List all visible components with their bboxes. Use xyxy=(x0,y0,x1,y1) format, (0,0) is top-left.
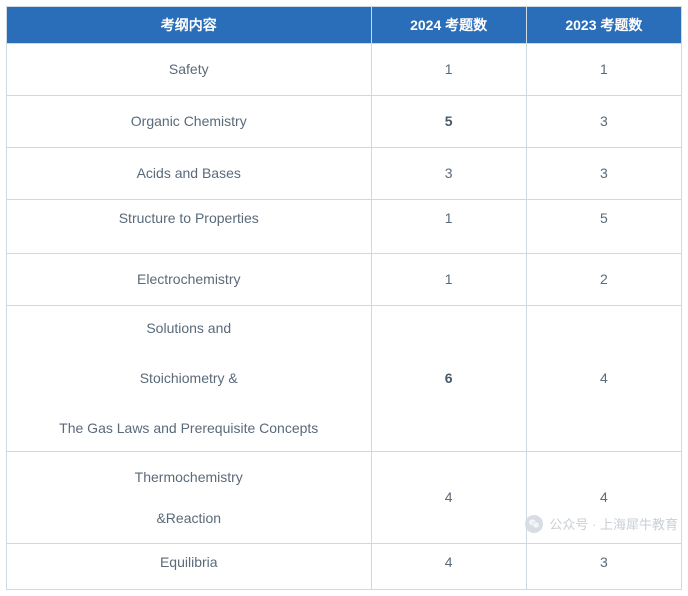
cell-2024: 5 xyxy=(371,96,526,148)
cell-2024: 3 xyxy=(371,148,526,200)
cell-topic: Structure to Properties xyxy=(7,200,372,254)
col-header-topic: 考纲内容 xyxy=(7,7,372,44)
cell-2023: 1 xyxy=(526,44,681,96)
cell-topic: Electrochemistry xyxy=(7,254,372,306)
cell-2024: 4 xyxy=(371,452,526,544)
table-row: Safety11 xyxy=(7,44,682,96)
table-container: 考纲内容 2024 考题数 2023 考题数 Safety11Organic C… xyxy=(0,0,688,596)
cell-2024: 1 xyxy=(371,254,526,306)
topic-line: &Reaction xyxy=(11,508,367,529)
topic-line: Thermochemistry xyxy=(11,467,367,488)
table-row: Acids and Bases33 xyxy=(7,148,682,200)
cell-2024: 6 xyxy=(371,306,526,452)
cell-2023: 5 xyxy=(526,200,681,254)
topic-line: Stoichiometry & xyxy=(11,368,367,389)
cell-2023: 4 xyxy=(526,306,681,452)
cell-topic: Organic Chemistry xyxy=(7,96,372,148)
topic-line: The Gas Laws and Prerequisite Concepts xyxy=(11,418,367,439)
cell-2023: 3 xyxy=(526,96,681,148)
table-row: Organic Chemistry53 xyxy=(7,96,682,148)
col-header-2023: 2023 考题数 xyxy=(526,7,681,44)
table-header: 考纲内容 2024 考题数 2023 考题数 xyxy=(7,7,682,44)
table-row: Solutions and Stoichiometry & The Gas Laws… xyxy=(7,306,682,452)
cell-2023: 3 xyxy=(526,544,681,590)
cell-2024: 4 xyxy=(371,544,526,590)
cell-topic: Acids and Bases xyxy=(7,148,372,200)
cell-2024: 1 xyxy=(371,200,526,254)
col-header-2024: 2024 考题数 xyxy=(371,7,526,44)
cell-topic: Thermochemistry&Reaction xyxy=(7,452,372,544)
cell-2024: 1 xyxy=(371,44,526,96)
cell-topic: Solutions and Stoichiometry & The Gas Laws… xyxy=(7,306,372,452)
table-body: Safety11Organic Chemistry53Acids and Bas… xyxy=(7,44,682,590)
table-row: Structure to Properties15 xyxy=(7,200,682,254)
cell-2023: 2 xyxy=(526,254,681,306)
table-row: Thermochemistry&Reaction44 xyxy=(7,452,682,544)
table-row: Equilibria43 xyxy=(7,544,682,590)
cell-2023: 3 xyxy=(526,148,681,200)
cell-topic: Equilibria xyxy=(7,544,372,590)
cell-topic: Safety xyxy=(7,44,372,96)
table-row: Electrochemistry12 xyxy=(7,254,682,306)
cell-2023: 4 xyxy=(526,452,681,544)
topic-line: Solutions and xyxy=(11,318,367,339)
syllabus-table: 考纲内容 2024 考题数 2023 考题数 Safety11Organic C… xyxy=(6,6,682,590)
